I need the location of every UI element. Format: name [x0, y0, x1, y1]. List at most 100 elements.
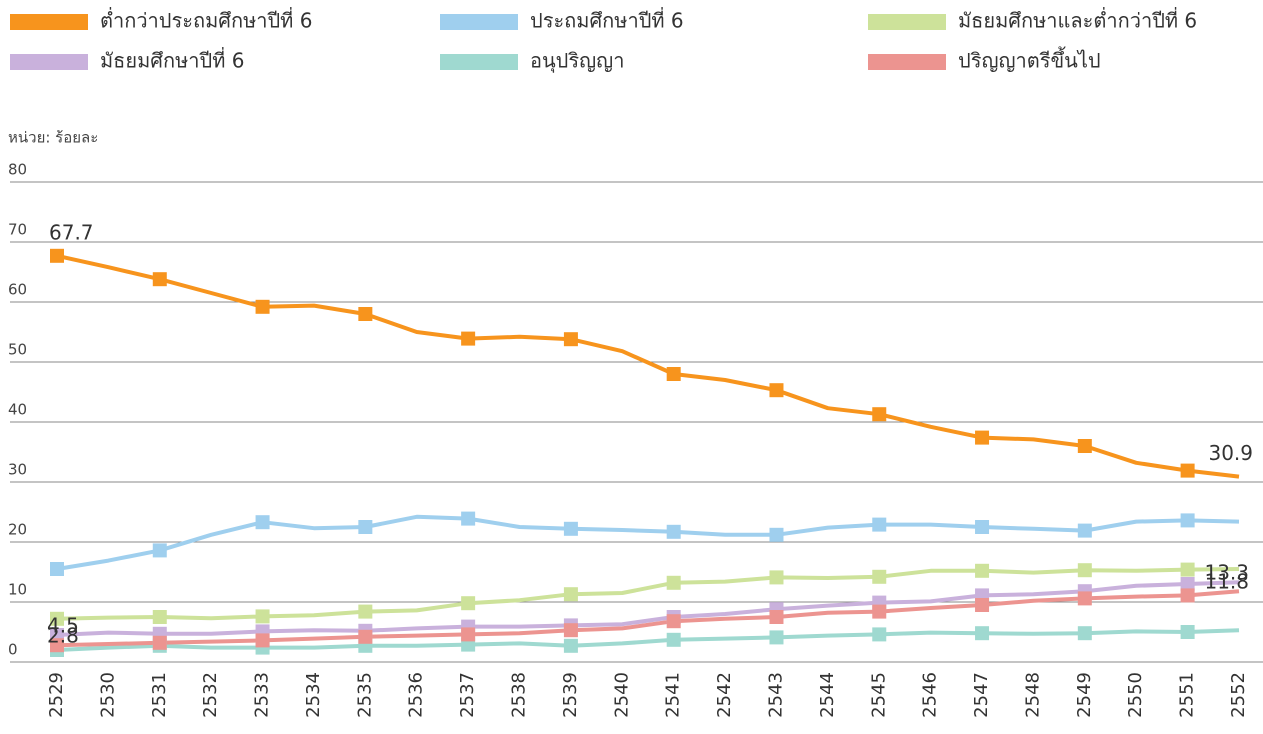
point-marker	[1180, 588, 1195, 603]
y-tick-label: 30	[8, 461, 27, 479]
point-marker	[872, 569, 887, 584]
legend-swatch	[10, 54, 88, 70]
point-marker	[872, 627, 887, 642]
point-marker	[563, 638, 578, 653]
y-tick-label: 40	[8, 401, 27, 419]
point-marker	[975, 430, 990, 445]
point-marker	[152, 543, 167, 558]
x-tick-label: 2530	[97, 672, 118, 718]
point-marker	[255, 515, 270, 530]
point-marker	[1180, 463, 1195, 478]
series-line	[56, 580, 1240, 637]
x-tick-label: 2545	[868, 672, 889, 718]
x-tick-label: 2550	[1125, 672, 1146, 718]
y-tick-label: 10	[8, 581, 27, 599]
point-marker	[1077, 591, 1092, 606]
x-tick-label: 2532	[200, 672, 221, 718]
point-marker	[769, 383, 784, 398]
point-marker	[461, 331, 476, 346]
point-marker	[461, 596, 476, 611]
series-line	[56, 514, 1240, 571]
point-marker	[872, 604, 887, 619]
point-marker	[152, 635, 167, 650]
point-marker	[152, 610, 167, 624]
point-marker	[769, 527, 784, 542]
legend-swatch	[440, 54, 518, 70]
point-marker	[975, 598, 990, 612]
x-tick-label: 2547	[971, 672, 992, 718]
point-marker	[1180, 562, 1195, 577]
point-marker	[461, 511, 476, 526]
point-marker	[50, 638, 64, 653]
point-marker	[358, 307, 373, 321]
x-tick-label: 2538	[509, 672, 530, 718]
point-marker	[666, 614, 681, 629]
point-marker	[975, 520, 990, 534]
point-marker	[461, 627, 476, 642]
data-label: 2.8	[47, 624, 79, 648]
series-line	[56, 589, 1240, 648]
point-marker	[50, 248, 64, 263]
y-tick-label: 80	[8, 161, 27, 179]
legend-label: ประถมศึกษาปีที่ 6	[530, 7, 684, 33]
legend-label: มัธยมศึกษาปีที่ 6	[100, 47, 244, 73]
point-marker	[1077, 439, 1092, 453]
point-marker	[563, 587, 578, 602]
y-axis-label: หน่วย: ร้อยละ	[8, 129, 98, 147]
x-tick-label: 2543	[765, 672, 786, 718]
y-tick-label: 0	[8, 641, 18, 659]
data-label: 4.5	[47, 614, 79, 638]
x-tick-label: 2548	[1022, 672, 1043, 718]
point-marker	[1180, 577, 1195, 591]
point-marker	[666, 524, 681, 539]
point-marker	[769, 630, 784, 645]
series-line	[56, 253, 1240, 479]
point-marker	[563, 521, 578, 536]
legend-label: ปริญญาตรีขึ้นไป	[958, 47, 1101, 73]
point-marker	[1077, 626, 1092, 641]
data-label: 13.3	[1204, 561, 1249, 585]
point-marker	[666, 632, 681, 647]
point-marker	[50, 562, 64, 576]
x-tick-label: 2534	[303, 672, 324, 718]
x-tick-label: 2541	[663, 672, 684, 718]
point-marker	[50, 611, 64, 626]
legend-swatch	[10, 14, 88, 30]
legend-label: ต่ำกว่าประถมศึกษาปีที่ 6	[100, 7, 312, 33]
x-tick-label: 2539	[560, 672, 581, 718]
point-marker	[255, 633, 270, 648]
point-marker	[255, 609, 270, 624]
point-marker	[563, 623, 578, 638]
data-label: 11.8	[1204, 570, 1249, 594]
y-tick-label: 60	[8, 281, 27, 299]
x-tick-label: 2535	[354, 672, 375, 718]
y-tick-label: 20	[8, 521, 27, 539]
legend-swatch	[440, 14, 518, 30]
y-tick-label: 50	[8, 341, 27, 359]
x-tick-label: 2533	[252, 672, 273, 718]
point-marker	[358, 629, 373, 644]
point-marker	[769, 570, 784, 585]
series-line	[56, 567, 1240, 621]
data-label: 67.7	[49, 220, 94, 244]
point-marker	[872, 517, 887, 532]
legend-label: อนุปริญญา	[530, 49, 624, 74]
point-marker	[872, 407, 887, 422]
x-tick-label: 2540	[611, 672, 632, 718]
point-marker	[1180, 513, 1195, 528]
x-tick-label: 2537	[457, 672, 478, 718]
point-marker	[255, 299, 270, 314]
x-tick-label: 2546	[920, 672, 941, 718]
point-marker	[666, 575, 681, 590]
point-marker	[666, 367, 681, 381]
x-tick-label: 2531	[149, 672, 170, 718]
x-tick-label: 2536	[406, 672, 427, 718]
x-tick-label: 2551	[1177, 672, 1198, 718]
y-tick-label: 70	[8, 221, 27, 239]
x-tick-label: 2549	[1074, 672, 1095, 718]
point-marker	[1077, 563, 1092, 578]
point-marker	[563, 332, 578, 347]
x-tick-label: 2542	[714, 672, 735, 718]
data-label: 30.9	[1208, 441, 1253, 465]
